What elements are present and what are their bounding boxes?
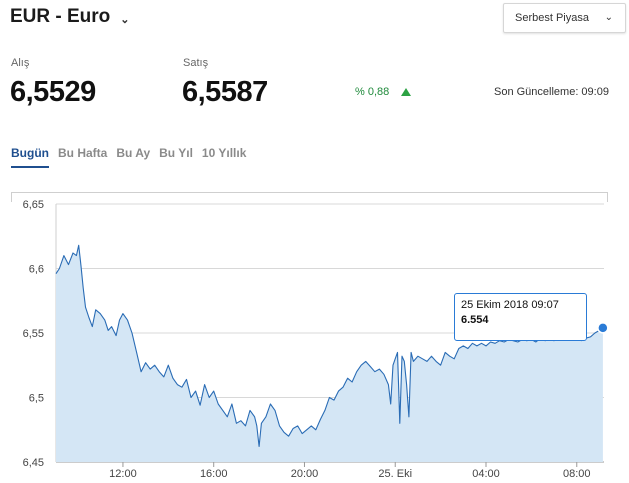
tab-this-year[interactable]: Bu Yıl: [159, 146, 193, 160]
chart-frame: [11, 192, 608, 202]
chart-tooltip: 25 Ekim 2018 09:07 6.554: [454, 293, 587, 341]
tooltip-value: 6.554: [461, 314, 489, 326]
tooltip-date: 25 Ekim 2018 09:07: [461, 299, 559, 311]
tab-this-week[interactable]: Bu Hafta: [58, 146, 108, 160]
tab-ten-years[interactable]: 10 Yıllık: [201, 146, 247, 160]
arrow-up-icon: [401, 88, 412, 96]
x-tick-label: 20:00: [291, 468, 319, 480]
price-line: [55, 244, 604, 448]
x-tick-label: 16:00: [200, 468, 228, 480]
buy-value: 6,5529: [10, 76, 96, 108]
currency-selector[interactable]: EUR - Euro ⌄: [10, 6, 130, 28]
y-tick-label: 6,65: [23, 199, 44, 211]
chevron-down-icon: ⌄: [604, 12, 613, 23]
y-tick-label: 6,6: [29, 264, 44, 276]
chevron-down-icon[interactable]: ⌄: [120, 13, 130, 26]
market-select-value: Serbest Piyasa: [515, 12, 589, 24]
x-tick-label: 04:00: [472, 468, 500, 480]
last-value-marker[interactable]: [597, 322, 609, 334]
change-indicator: % 0,88: [355, 86, 412, 98]
tab-today[interactable]: Bugün: [11, 146, 49, 168]
currency-title: EUR - Euro: [10, 6, 111, 27]
y-tick-label: 6,5: [29, 393, 44, 405]
y-tick-label: 6,45: [23, 457, 44, 469]
price-area: [56, 245, 603, 462]
period-tabs: Bugün Bu Hafta Bu Ay Bu Yıl 10 Yıllık: [11, 146, 255, 168]
x-tick-label: 08:00: [563, 468, 591, 480]
tab-this-month[interactable]: Bu Ay: [116, 146, 151, 160]
market-select[interactable]: Serbest Piyasa ⌄: [503, 3, 626, 33]
last-update: Son Güncelleme: 09:09: [494, 86, 609, 98]
y-tick-label: 6,55: [23, 328, 44, 340]
sell-label: Satış: [183, 57, 209, 69]
x-tick-label: 25. Eki: [378, 468, 412, 480]
buy-label: Alış: [11, 57, 30, 69]
change-percent: % 0,88: [355, 86, 390, 98]
sell-value: 6,5587: [182, 76, 268, 108]
x-tick-label: 12:00: [109, 468, 137, 480]
